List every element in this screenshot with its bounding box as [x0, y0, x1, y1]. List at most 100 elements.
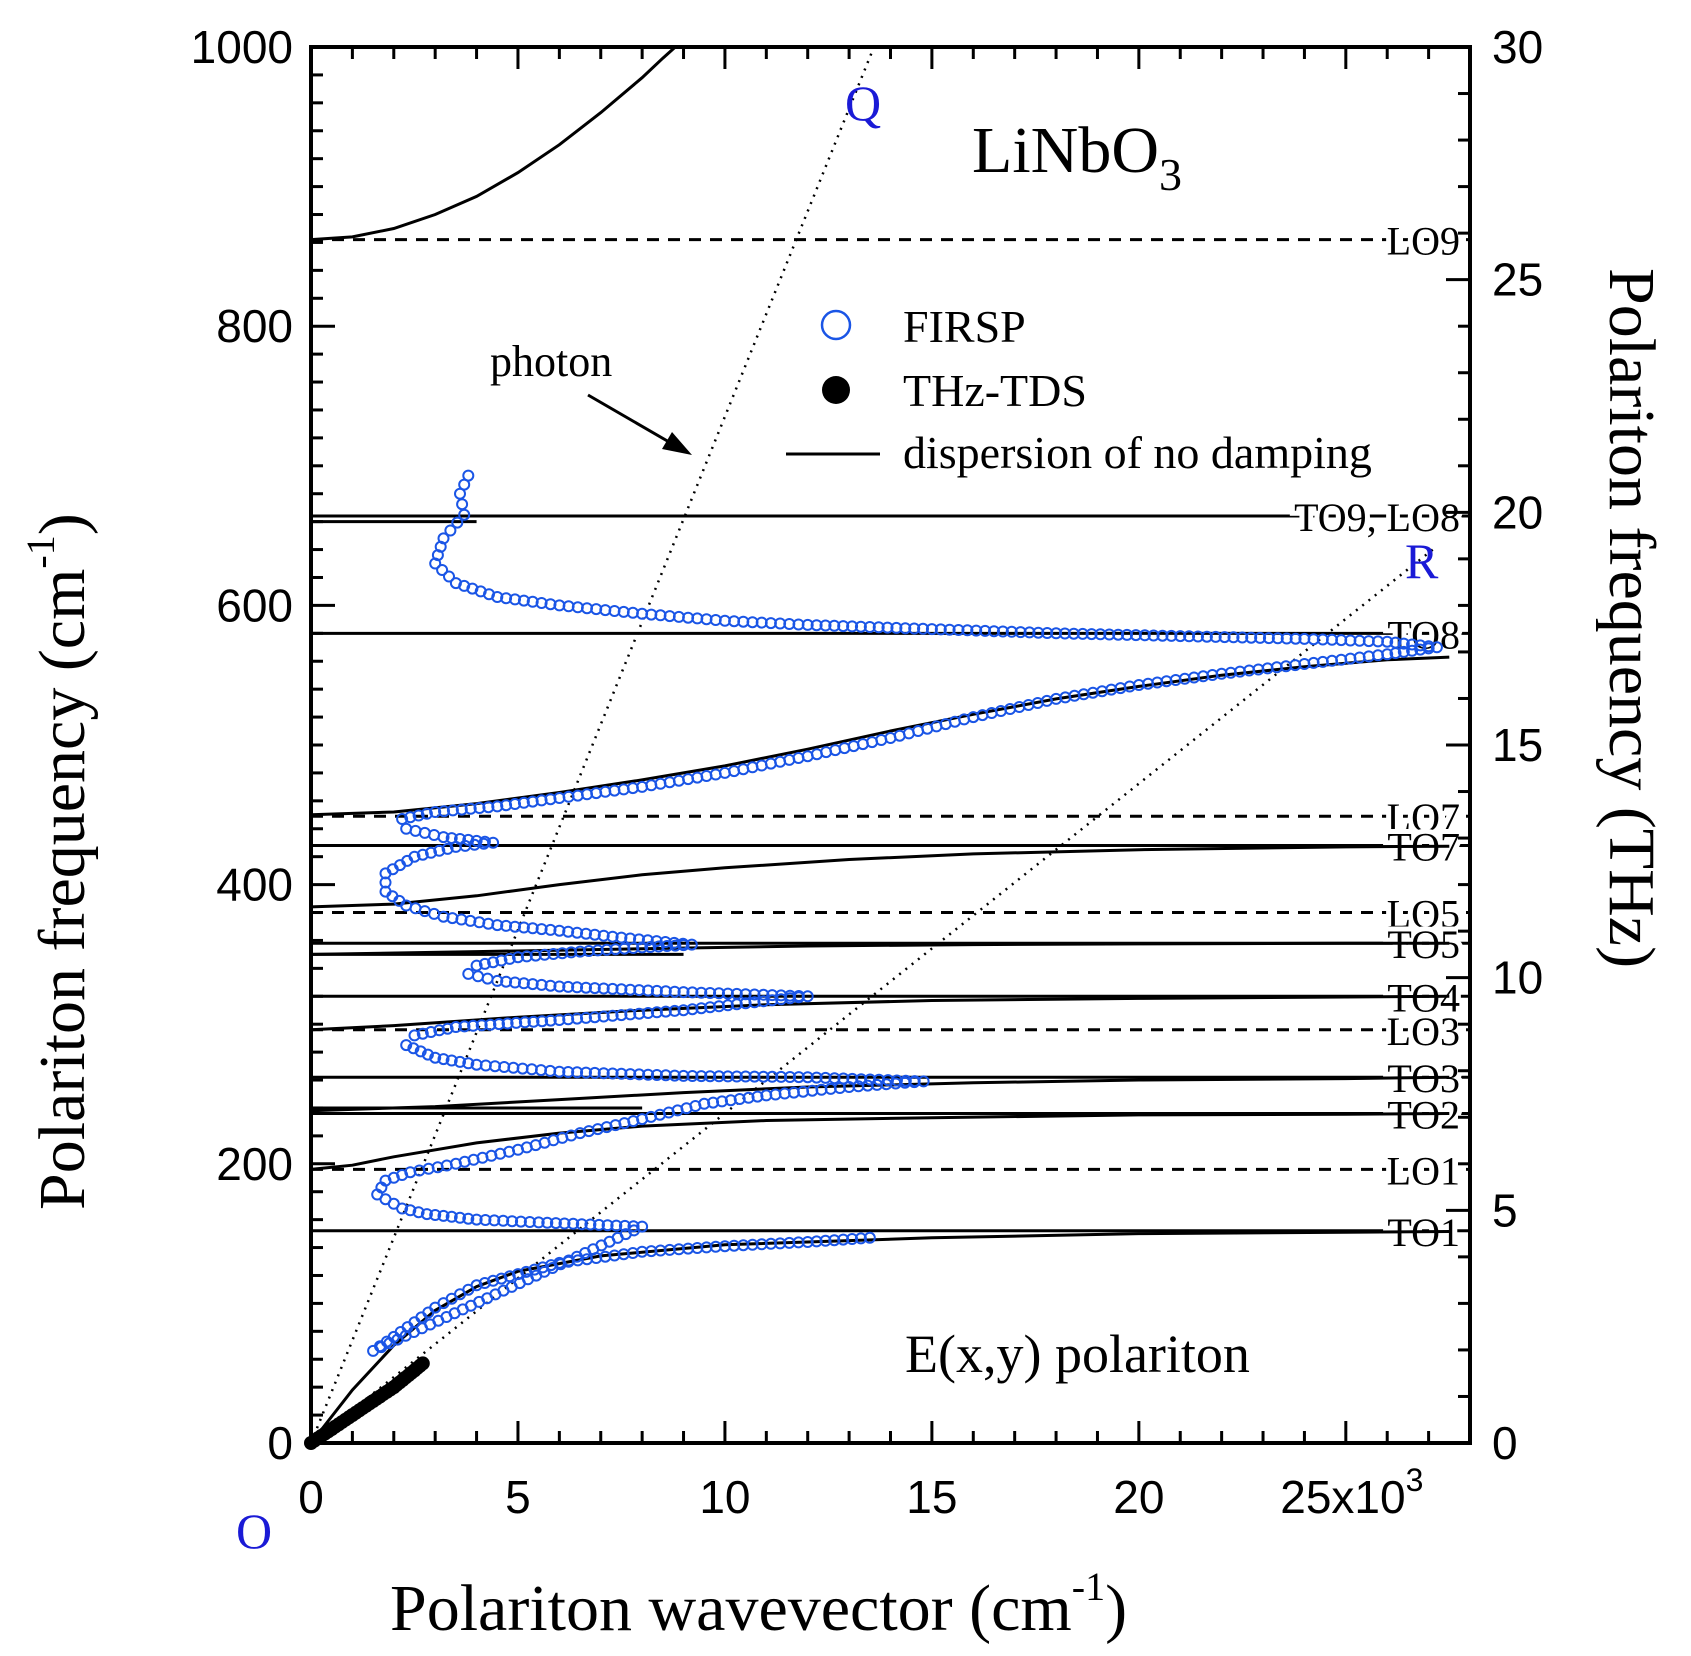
firsp-point-564	[1112, 628, 1125, 641]
y-axis-title-left-close: )	[26, 513, 99, 535]
firsp-point-240	[421, 1048, 434, 1061]
firsp-point-289	[801, 990, 814, 1003]
firsp-point-337	[547, 948, 560, 960]
firsp-point-249	[449, 1021, 462, 1033]
firsp-point-366	[571, 926, 584, 939]
no-damping-branch-1	[309, 1230, 1450, 1444]
tick-labels: 0 5 10 15 20 25x103 0 200 400 600 800 1000 0 5 10 15 20 2…	[191, 21, 1544, 1523]
firsp-point-554	[1200, 630, 1213, 643]
firsp-point-334	[520, 950, 533, 963]
legend-firsp-label: FIRSP	[903, 301, 1026, 352]
firsp-point-42	[487, 1274, 500, 1287]
y-tick-label-right-5: 5	[1492, 1184, 1518, 1236]
firsp-point-270	[633, 1007, 646, 1020]
firsp-point-559	[1156, 629, 1169, 642]
firsp-point-329	[478, 957, 491, 970]
firsp-point-222	[580, 1066, 592, 1079]
firsp-point-294	[757, 988, 770, 1001]
legend-no-damping-label: dispersion of no damping	[903, 427, 1372, 478]
firsp-point-341	[582, 945, 595, 957]
firsp-point-348	[644, 941, 657, 953]
firsp-point-193	[837, 1072, 850, 1085]
firsp-point-196	[810, 1071, 823, 1084]
firsp-point-420	[446, 804, 459, 817]
firsp-point-639	[443, 570, 455, 583]
firsp-point-406	[462, 833, 475, 846]
firsp-point-192	[846, 1072, 859, 1085]
firsp-point-360	[624, 932, 637, 945]
mode-label-lo9: LO9	[1387, 219, 1460, 264]
firsp-point-162	[716, 1095, 728, 1108]
firsp-point-204	[739, 1070, 752, 1083]
firsp-point-545	[1280, 632, 1293, 645]
firsp-point-186	[899, 1074, 912, 1087]
firsp-point-219	[606, 1067, 619, 1080]
firsp-point-423	[473, 802, 486, 814]
firsp-point-583	[943, 623, 956, 636]
firsp-point-6	[810, 1235, 823, 1248]
firsp-point-105	[514, 1215, 527, 1228]
firsp-point-572	[1041, 627, 1054, 639]
firsp-point-403	[487, 836, 500, 849]
firsp-point-238	[437, 1053, 450, 1066]
firsp-point-303	[677, 986, 690, 999]
firsp-point-555	[1192, 630, 1204, 643]
firsp-point-267	[606, 1009, 619, 1022]
firsp-point-354	[677, 937, 689, 950]
firsp-point-297	[730, 987, 743, 1000]
firsp-point-311	[606, 982, 619, 995]
firsp-point-247	[433, 1024, 446, 1037]
firsp-point-38	[520, 1265, 533, 1278]
firsp-point-560	[1147, 629, 1160, 642]
firsp-point-525	[1406, 644, 1419, 657]
firsp-point-343	[600, 943, 613, 956]
point-label-q: Q	[845, 75, 881, 131]
firsp-point-558	[1165, 629, 1178, 642]
firsp-point-574	[1023, 626, 1036, 639]
firsp-point-95	[601, 1219, 614, 1232]
firsp-point-550	[1236, 631, 1249, 644]
firsp-point-202	[757, 1070, 770, 1083]
firsp-point-368	[553, 924, 566, 937]
y-tick-label-right-25: 25	[1492, 254, 1543, 306]
firsp-point-206	[721, 1070, 734, 1083]
firsp-point-640	[436, 564, 449, 576]
firsp-point-528	[1430, 641, 1443, 654]
x-tick-label-25: 25x103	[1280, 1462, 1423, 1523]
firsp-point-207	[713, 1070, 725, 1083]
firsp-point-581	[961, 624, 974, 637]
firsp-point-361	[615, 931, 628, 944]
firsp-point-425	[491, 800, 504, 813]
photon-arrow	[587, 393, 677, 448]
firsp-point-404	[478, 835, 491, 848]
firsp-point-98	[575, 1218, 588, 1231]
y-axis-title-left-sup: -1	[18, 535, 63, 568]
firsp-point-308	[633, 984, 646, 997]
firsp-point-236	[454, 1055, 466, 1068]
point-label-r: R	[1405, 533, 1439, 589]
firsp-point-223	[571, 1066, 584, 1079]
firsp-point-41	[495, 1272, 508, 1285]
firsp-point-566	[1094, 628, 1107, 641]
firsp-point-421	[455, 803, 468, 816]
firsp-point-532	[1397, 637, 1410, 650]
firsp-point-250	[458, 1020, 471, 1033]
firsp-point-524	[1397, 645, 1410, 658]
firsp-point-116	[420, 1208, 433, 1221]
firsp-point-531	[1406, 638, 1419, 651]
x-axis-title: Polariton wavevector (cm-1)	[390, 1564, 1127, 1645]
firsp-point-340	[574, 945, 587, 958]
firsp-point-0	[863, 1231, 876, 1244]
firsp-point-336	[538, 948, 551, 961]
firsp-point-97	[584, 1218, 597, 1231]
firsp-point-325	[481, 972, 494, 985]
firsp-point-548	[1254, 631, 1267, 644]
firsp-point-338	[556, 947, 569, 960]
firsp-point-96	[593, 1218, 605, 1231]
firsp-point-323	[500, 975, 513, 988]
firsp-point-110	[470, 1213, 483, 1226]
firsp-point-571	[1050, 627, 1063, 640]
firsp-point-214	[650, 1069, 663, 1081]
firsp-point-210	[686, 1070, 699, 1082]
